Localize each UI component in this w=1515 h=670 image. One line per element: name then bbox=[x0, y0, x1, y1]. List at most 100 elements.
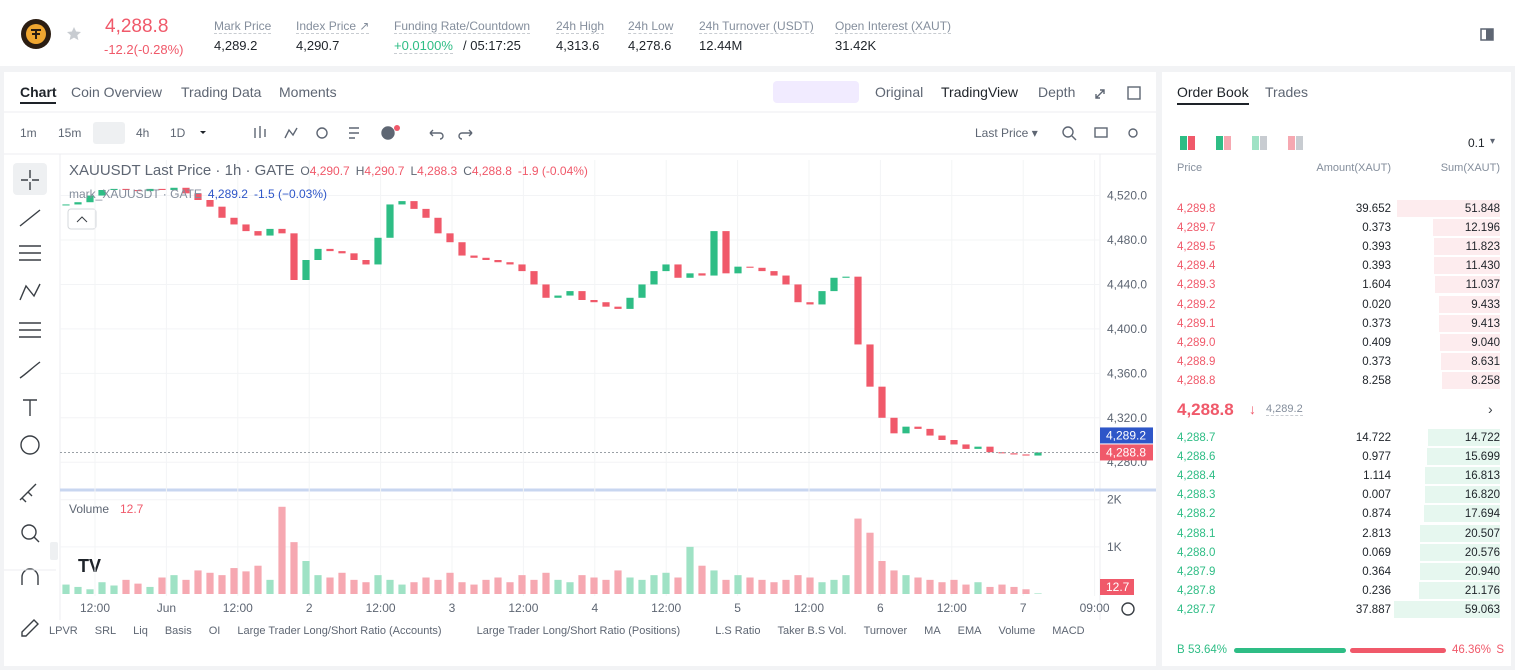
candle bbox=[398, 201, 406, 205]
ob-sum: 11.037 bbox=[1465, 279, 1500, 292]
volume-bar bbox=[854, 518, 862, 594]
candle bbox=[770, 271, 778, 276]
view-tab[interactable]: Depth bbox=[1038, 84, 1076, 100]
candle bbox=[722, 231, 730, 274]
mark-value: 4,289.2 bbox=[207, 187, 248, 201]
ob-amount: 0.020 bbox=[1362, 298, 1391, 311]
indicator[interactable]: Liq bbox=[133, 625, 148, 637]
ob-amount: 0.373 bbox=[1362, 317, 1391, 330]
collapse[interactable] bbox=[50, 542, 58, 560]
candle bbox=[1034, 452, 1042, 456]
book-tab[interactable]: Trades bbox=[1265, 84, 1309, 100]
indicator[interactable]: Turnover bbox=[863, 625, 908, 637]
candle bbox=[470, 255, 478, 258]
ob-amount: 0.236 bbox=[1362, 584, 1391, 597]
price-source[interactable]: Last Price ▾ bbox=[975, 126, 1038, 140]
candle bbox=[122, 188, 130, 190]
volume-bar bbox=[566, 582, 574, 594]
volume-bar bbox=[710, 570, 718, 594]
coin-icon bbox=[21, 19, 51, 49]
candle bbox=[638, 284, 646, 298]
volume-bar bbox=[470, 584, 478, 594]
interval[interactable]: 1D bbox=[170, 126, 186, 140]
legend-title: XAUUSDT Last Price · 1h · GATE bbox=[69, 162, 295, 179]
volume-bar bbox=[266, 579, 274, 594]
x-tick-label: 7 bbox=[1020, 601, 1027, 615]
volume-bar bbox=[1034, 593, 1042, 594]
interval[interactable]: 15m bbox=[58, 126, 82, 140]
volume-bar bbox=[494, 577, 502, 594]
indicator[interactable]: SRL bbox=[94, 625, 117, 637]
candle bbox=[134, 190, 142, 192]
chart-tab[interactable]: Coin Overview bbox=[71, 84, 163, 100]
volume-bar bbox=[746, 577, 754, 594]
volume-bar bbox=[926, 579, 934, 594]
favorite-star[interactable] bbox=[66, 26, 82, 42]
volume-bar bbox=[290, 542, 298, 594]
stat-value: 12.44M bbox=[699, 38, 743, 53]
ob-price: 4,288.2 bbox=[1177, 508, 1216, 521]
indicator[interactable]: Basis bbox=[164, 625, 192, 637]
candle bbox=[206, 200, 214, 207]
volume-bar bbox=[218, 575, 226, 594]
candle bbox=[482, 257, 490, 260]
depth-bar bbox=[1393, 600, 1500, 618]
menu-icon[interactable] bbox=[1480, 28, 1496, 42]
indicator[interactable]: Taker B.S Vol. bbox=[777, 625, 847, 637]
ob-amount: 0.393 bbox=[1362, 241, 1391, 254]
indicator[interactable]: Large Trader Long/Short Ratio (Positions… bbox=[476, 625, 681, 637]
volume-bar bbox=[590, 577, 598, 594]
candle bbox=[842, 276, 850, 278]
book-tab[interactable]: Order Book bbox=[1177, 84, 1249, 100]
ob-price: 4,289.7 bbox=[1177, 222, 1216, 235]
ob-amount: 0.069 bbox=[1362, 546, 1391, 559]
view-icon bbox=[1188, 136, 1195, 150]
ob-amount: 0.409 bbox=[1362, 336, 1391, 349]
candle bbox=[1010, 453, 1018, 455]
candle bbox=[662, 264, 670, 272]
indicator[interactable]: MACD bbox=[1052, 625, 1085, 637]
view-tab[interactable]: Original bbox=[875, 84, 924, 100]
candle bbox=[698, 273, 706, 276]
collapse-legend[interactable] bbox=[67, 208, 97, 230]
volume-bar bbox=[818, 582, 826, 594]
view-icon[interactable] bbox=[1180, 136, 1187, 150]
indicator[interactable]: EMA bbox=[957, 625, 982, 637]
volume-bar bbox=[614, 570, 622, 594]
ob-amount: 0.874 bbox=[1362, 508, 1391, 521]
last-price-tag: 4,288.8 bbox=[1106, 445, 1146, 459]
indicator[interactable]: L.S Ratio bbox=[715, 625, 761, 637]
y-tick-label: 2K bbox=[1107, 493, 1122, 507]
settings-icon[interactable] bbox=[1121, 602, 1135, 616]
ob-sum: 14.722 bbox=[1464, 432, 1500, 444]
view-tab[interactable]: TradingView bbox=[941, 84, 1019, 100]
chart-tab[interactable]: Chart bbox=[20, 84, 57, 100]
view-icon[interactable] bbox=[1252, 136, 1259, 150]
volume-bar bbox=[518, 575, 526, 594]
indicator[interactable]: Volume bbox=[998, 625, 1036, 637]
depth-bar bbox=[1423, 505, 1500, 523]
indicator[interactable]: LPVR bbox=[49, 625, 78, 637]
interval[interactable]: 1m bbox=[20, 126, 37, 140]
candle bbox=[974, 446, 982, 449]
interval[interactable]: 4h bbox=[136, 126, 150, 140]
chart-tab[interactable]: Moments bbox=[279, 84, 337, 100]
volume-bar bbox=[1022, 589, 1030, 594]
indicator[interactable]: OI bbox=[208, 625, 221, 637]
chart-svg: TV 4,520.0 4,480.0 4,440.0 4,400.0 4,360.0 4,… bbox=[4, 86, 1156, 637]
depth-bar bbox=[1440, 333, 1500, 351]
chart-tab[interactable]: Trading Data bbox=[181, 84, 262, 100]
ob-sum: 11.430 bbox=[1465, 260, 1500, 273]
volume-bar bbox=[398, 584, 406, 594]
candle bbox=[830, 277, 838, 292]
view-icon[interactable] bbox=[1216, 136, 1223, 150]
ob-sum: 9.040 bbox=[1471, 336, 1500, 349]
candle bbox=[242, 224, 250, 232]
indicator[interactable]: Large Trader Long/Short Ratio (Accounts) bbox=[237, 625, 442, 637]
y-tick-label: 4,440.0 bbox=[1107, 277, 1147, 291]
candle bbox=[866, 344, 874, 387]
view-icon[interactable] bbox=[1288, 136, 1295, 150]
depth-bar bbox=[1419, 562, 1500, 580]
indicator[interactable]: MA bbox=[924, 625, 941, 637]
candle bbox=[674, 264, 682, 278]
